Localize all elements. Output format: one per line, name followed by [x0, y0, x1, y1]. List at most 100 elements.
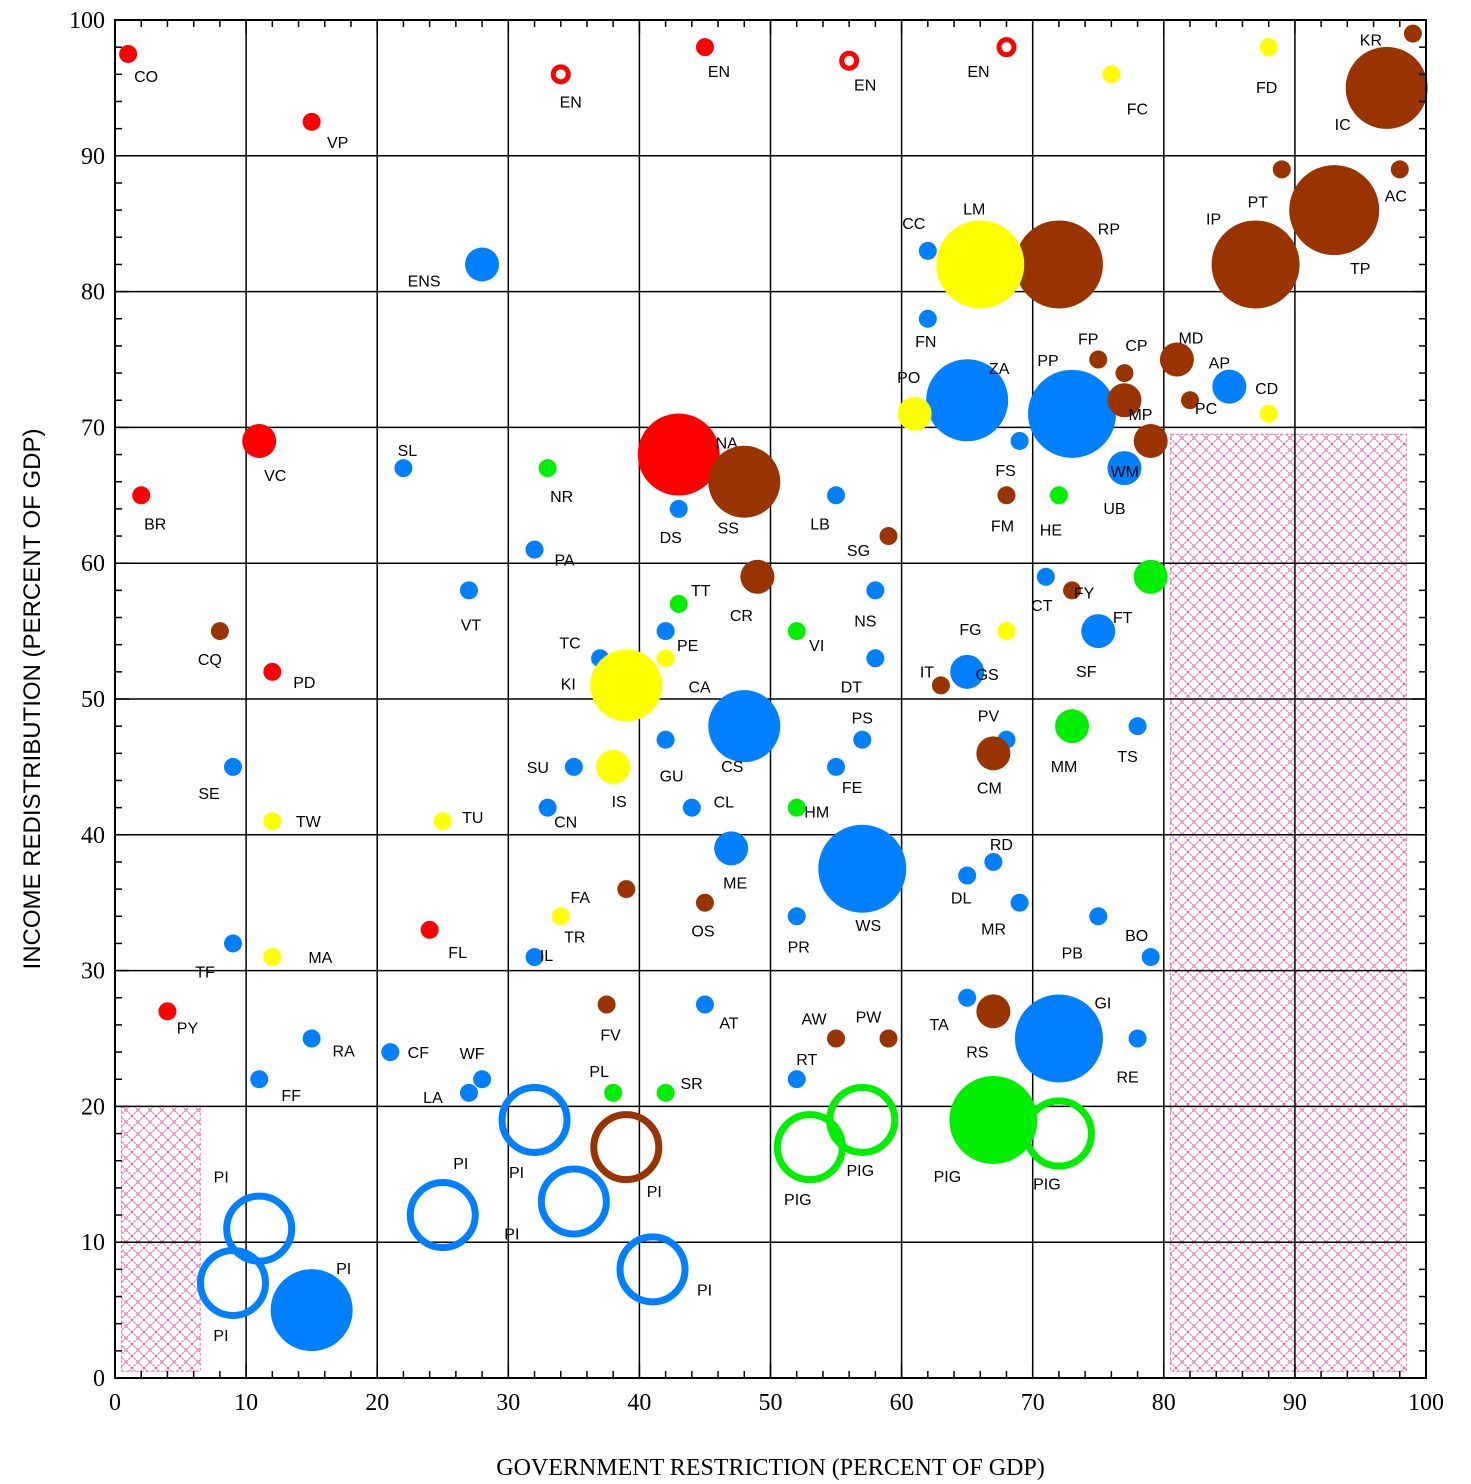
point-label: CC [902, 216, 925, 233]
point-label: CD [1255, 381, 1278, 398]
point-label: FN [915, 334, 936, 351]
bubble-marker [656, 622, 675, 641]
point-label: PC [1195, 401, 1217, 418]
point-label: AC [1385, 188, 1407, 205]
point-pig: PIG [1022, 1097, 1095, 1194]
bubble-marker [1014, 994, 1103, 1083]
point-label: CF [408, 1045, 430, 1062]
bubble-marker [1063, 581, 1082, 600]
point-ds: DS [660, 499, 688, 547]
point-label: FL [448, 945, 467, 962]
point-label: TF [195, 964, 215, 981]
point-label: PD [293, 675, 315, 692]
point-cp: CP [1115, 338, 1148, 383]
point-wm: WM [1110, 423, 1168, 481]
point-label: FE [842, 780, 862, 797]
point-ws: WS [818, 824, 907, 935]
point-lm: LM [936, 201, 1025, 309]
y-tick-label: 20 [81, 1094, 105, 1120]
x-tick-label: 30 [496, 1390, 520, 1416]
bubble-marker [926, 359, 1009, 442]
point-pi: PI [590, 1111, 663, 1201]
point-py: PY [158, 1002, 198, 1037]
bubble-marker [936, 220, 1025, 309]
point-label: PI [336, 1261, 351, 1278]
point-label: PY [177, 1020, 199, 1037]
bubble-marker [132, 486, 151, 505]
point-cm: CM [976, 736, 1011, 797]
point-ss: SS [708, 445, 781, 538]
point-label: TP [1350, 261, 1370, 278]
point-cn: CN [538, 798, 577, 832]
point-gs: GS [950, 654, 999, 689]
point-label: PIG [846, 1163, 874, 1180]
x-tick-label: 90 [1283, 1390, 1307, 1416]
point-ta: TA [930, 988, 977, 1034]
bubble-marker [708, 690, 781, 763]
point-za: ZA [926, 359, 1010, 442]
point-pi: PI [498, 1083, 571, 1182]
point-label: UB [1103, 501, 1125, 518]
point-label: PR [788, 939, 810, 956]
point-label: NR [550, 489, 573, 506]
bubble-marker [551, 907, 570, 926]
ring-marker [996, 37, 1017, 58]
bubble-marker [433, 812, 452, 831]
point-en: EN [967, 37, 1017, 81]
point-label: CO [134, 69, 158, 86]
y-tick-label: 70 [81, 415, 105, 441]
point-ts: TS [1117, 717, 1147, 766]
point-he: HE [1040, 486, 1068, 539]
bubble-marker [866, 581, 885, 600]
point-md: MD [1159, 331, 1203, 377]
point-label: TW [296, 814, 322, 831]
shaded-regions [121, 433, 1407, 1372]
bubble-marker [853, 730, 872, 749]
point-tt: TT [669, 583, 711, 613]
point-label: MM [1051, 759, 1078, 776]
bubble-marker [1133, 423, 1168, 458]
x-tick-label: 50 [759, 1390, 783, 1416]
point-cs: CS [708, 690, 781, 776]
point-ps: PS [852, 711, 873, 749]
point-label: EN [967, 64, 989, 81]
point-label: WS [855, 918, 881, 935]
point-label: RE [1116, 1070, 1138, 1087]
point-label: GI [1094, 996, 1111, 1013]
point-mp: MP [1107, 383, 1152, 424]
point-label: MR [981, 922, 1006, 939]
ring-marker [550, 64, 571, 85]
point-pw: PW [856, 1010, 898, 1048]
y-tick-label: 90 [81, 144, 105, 170]
bubble-marker [1107, 383, 1142, 418]
point-label: SE [198, 786, 219, 803]
point-label: CN [554, 815, 577, 832]
ring-marker [839, 50, 860, 71]
bubble-marker [1211, 220, 1300, 309]
point-label: IS [612, 794, 627, 811]
point-label: PW [856, 1010, 883, 1027]
bubble-marker [958, 866, 977, 885]
bubble-marker [1010, 431, 1029, 450]
point-label: BO [1125, 928, 1148, 945]
point-label: ZA [989, 361, 1010, 378]
x-tick-label: 40 [627, 1390, 651, 1416]
point-label: ENS [408, 273, 441, 290]
bubble-marker [656, 1083, 675, 1102]
point-nr: NR [538, 459, 573, 506]
bubble-marker [564, 757, 583, 776]
point-label: FY [1074, 585, 1095, 602]
ring-marker [826, 1083, 899, 1156]
point-label: CP [1125, 338, 1147, 355]
ring-marker [196, 1246, 269, 1319]
bubble-marker [459, 1083, 478, 1102]
bubble-marker [1107, 451, 1142, 486]
bubble-marker [525, 540, 544, 559]
point-label: DT [841, 679, 863, 696]
ring-marker [590, 1111, 663, 1184]
point-label: RD [990, 837, 1013, 854]
point-label: SU [527, 760, 549, 777]
y-tick-label: 60 [81, 551, 105, 577]
point-dl: DL [951, 866, 977, 908]
bubble-marker [394, 459, 413, 478]
